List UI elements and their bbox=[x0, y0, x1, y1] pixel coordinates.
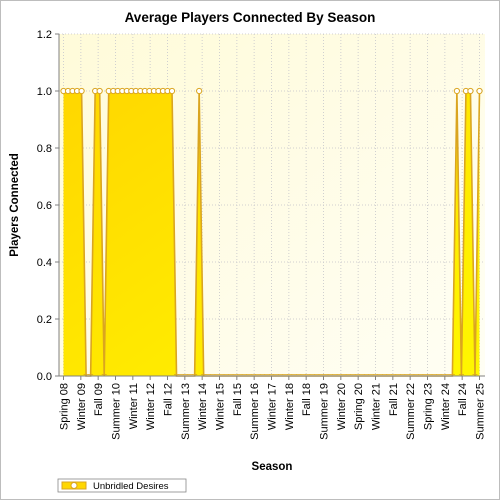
x-tick-label: Fall 09 bbox=[93, 383, 105, 416]
data-point bbox=[196, 87, 203, 95]
data-point bbox=[467, 87, 474, 95]
legend-marker bbox=[70, 482, 78, 489]
series-area-fill bbox=[63, 91, 480, 376]
x-axis: Spring 08 Winter 09 Fall 09 Summer 10 Winter… bbox=[59, 375, 487, 440]
chart-title: Average Players Connected By Season bbox=[125, 10, 376, 25]
x-tick-label: Winter 15 bbox=[215, 383, 227, 430]
y-axis: 0.0 0.2 0.4 0.6 0.8 1.0 1.2 bbox=[37, 29, 60, 383]
x-tick-label: Spring 23 bbox=[423, 383, 435, 430]
data-point bbox=[453, 87, 460, 95]
y-tick-label: 1.2 bbox=[37, 29, 52, 41]
x-tick-label: Fall 24 bbox=[457, 383, 469, 416]
x-tick-label: Fall 15 bbox=[232, 383, 244, 416]
x-tick-label: Summer 25 bbox=[475, 383, 487, 440]
x-tick-label: Winter 24 bbox=[440, 383, 452, 430]
x-tick-label: Spring 08 bbox=[59, 383, 71, 430]
x-tick-label: Summer 10 bbox=[111, 383, 123, 440]
x-tick-label: Summer 13 bbox=[180, 383, 192, 440]
x-tick-label: Winter 17 bbox=[267, 383, 279, 430]
y-tick-label: 0.6 bbox=[37, 200, 52, 212]
x-tick-label: Winter 12 bbox=[145, 383, 157, 430]
y-tick-label: 0.0 bbox=[37, 371, 52, 383]
data-point bbox=[78, 87, 85, 95]
x-tick-label: Summer 22 bbox=[405, 383, 417, 440]
y-tick-label: 0.8 bbox=[37, 143, 52, 155]
y-axis-label: Players Connected bbox=[9, 153, 21, 257]
legend: Unbridled Desires bbox=[57, 478, 187, 493]
data-point bbox=[168, 87, 176, 95]
x-tick-label: Spring 20 bbox=[353, 383, 365, 430]
x-tick-label: Winter 14 bbox=[197, 383, 209, 430]
series-markers bbox=[60, 87, 483, 375]
x-tick-label: Fall 21 bbox=[388, 383, 400, 416]
x-tick-label: Winter 11 bbox=[128, 383, 140, 429]
x-tick-label: Summer 19 bbox=[319, 383, 331, 440]
data-point bbox=[96, 87, 103, 95]
y-tick-label: 1.0 bbox=[37, 86, 52, 98]
x-tick-label: Fall 12 bbox=[163, 383, 175, 416]
legend-box bbox=[57, 478, 187, 493]
x-tick-label: Winter 21 bbox=[371, 383, 383, 430]
x-tick-label: Winter 20 bbox=[336, 383, 348, 430]
x-tick-label: Winter 18 bbox=[284, 383, 296, 430]
x-axis-label: Season bbox=[252, 461, 293, 473]
x-tick-label: Summer 16 bbox=[249, 383, 261, 440]
x-tick-label: Winter 09 bbox=[76, 383, 88, 430]
legend-label: Unbridled Desires bbox=[93, 481, 169, 492]
y-tick-label: 0.2 bbox=[37, 314, 52, 326]
y-tick-label: 0.4 bbox=[37, 257, 52, 269]
data-point bbox=[476, 87, 483, 95]
x-tick-label: Fall 18 bbox=[301, 383, 313, 416]
